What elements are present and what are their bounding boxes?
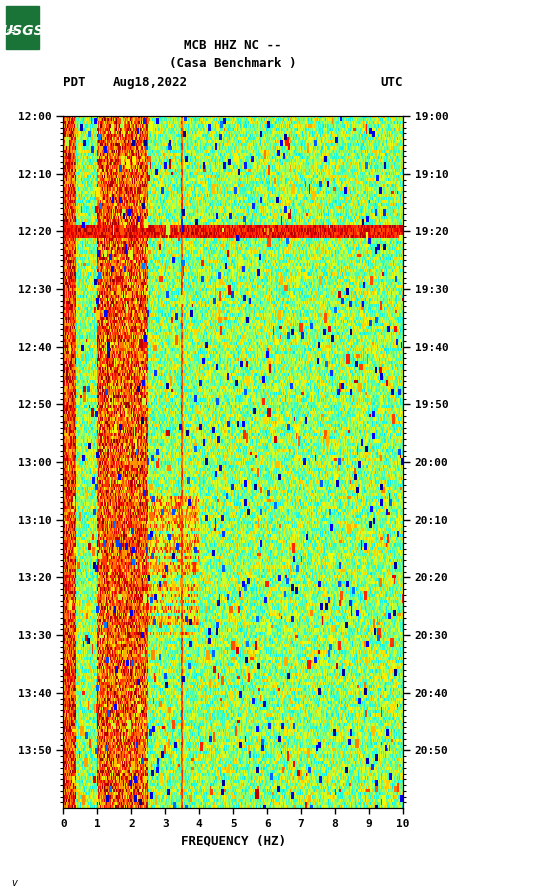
- Bar: [6, 6, 39, 49]
- Text: Aug18,2022: Aug18,2022: [113, 76, 188, 89]
- Text: PDT: PDT: [63, 76, 86, 89]
- Text: $v$: $v$: [11, 878, 19, 888]
- X-axis label: FREQUENCY (HZ): FREQUENCY (HZ): [181, 834, 286, 847]
- Text: (Casa Benchmark ): (Casa Benchmark ): [169, 56, 297, 70]
- Text: MCB HHZ NC --: MCB HHZ NC --: [184, 38, 282, 52]
- Text: UTC: UTC: [380, 76, 403, 89]
- Text: USGS: USGS: [1, 24, 44, 38]
- Text: ≈: ≈: [6, 25, 16, 38]
